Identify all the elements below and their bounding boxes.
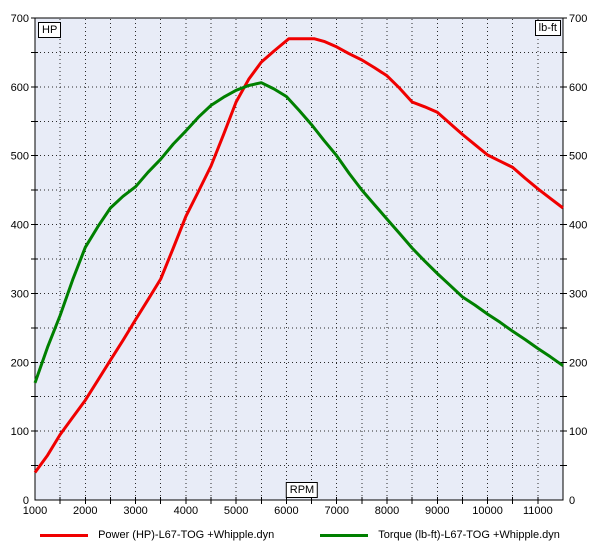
x-tick-label: 1000 [23, 505, 47, 517]
x-tick-label: 6000 [274, 505, 298, 517]
y-tick-label-right: 600 [569, 82, 587, 94]
legend-label-power: Power (HP)-L67-TOG +Whipple.dyn [98, 529, 275, 541]
x-tick-label: 8000 [375, 505, 399, 517]
y-tick-label-left: 0 [23, 495, 29, 507]
y-tick-label-right: 100 [569, 426, 587, 438]
y-tick-label-right: 0 [569, 495, 575, 507]
y-tick-label-right: 200 [569, 357, 587, 369]
plot-background [35, 18, 563, 500]
y-tick-label-left: 400 [11, 220, 29, 232]
rpm-axis-unit-box: RPM [285, 482, 319, 498]
y-tick-label-left: 600 [11, 82, 29, 94]
y-tick-label-left: 500 [11, 151, 29, 163]
x-tick-label: 5000 [224, 505, 248, 517]
y-tick-label-right: 500 [569, 151, 587, 163]
legend-label-torque: Torque (lb-ft)-L67-TOG +Whipple.dyn [378, 529, 560, 541]
x-tick-label: 10000 [472, 505, 503, 517]
power-curve [33, 37, 564, 474]
y-tick-label-left: 300 [11, 288, 29, 300]
x-tick-label: 9000 [425, 505, 449, 517]
power-line-swatch [40, 533, 89, 537]
y-tick-label-left: 700 [11, 13, 29, 25]
y-tick-label-right: 400 [569, 220, 587, 232]
lbft-axis-unit-box: lb-ft [534, 20, 561, 36]
x-tick-label: 11000 [523, 505, 553, 517]
torque-curve [33, 81, 564, 384]
x-tick-label: 3000 [123, 505, 147, 517]
x-tick-label: 4000 [174, 505, 198, 517]
x-tick-label: 7000 [324, 505, 348, 517]
y-tick-label-right: 700 [569, 13, 587, 25]
y-tick-label-right: 300 [569, 288, 587, 300]
legend-item-torque: Torque (lb-ft)-L67-TOG +Whipple.dyn [320, 529, 560, 541]
y-tick-label-left: 100 [11, 426, 29, 438]
legend-item-power: Power (HP)-L67-TOG +Whipple.dyn [40, 529, 274, 541]
torque-line-swatch [320, 533, 369, 537]
y-tick-label-left: 200 [11, 357, 29, 369]
x-tick-label: 2000 [73, 505, 97, 517]
hp-axis-unit-box: HP [38, 22, 62, 38]
legend: Power (HP)-L67-TOG +Whipple.dyn Torque (… [0, 529, 600, 541]
